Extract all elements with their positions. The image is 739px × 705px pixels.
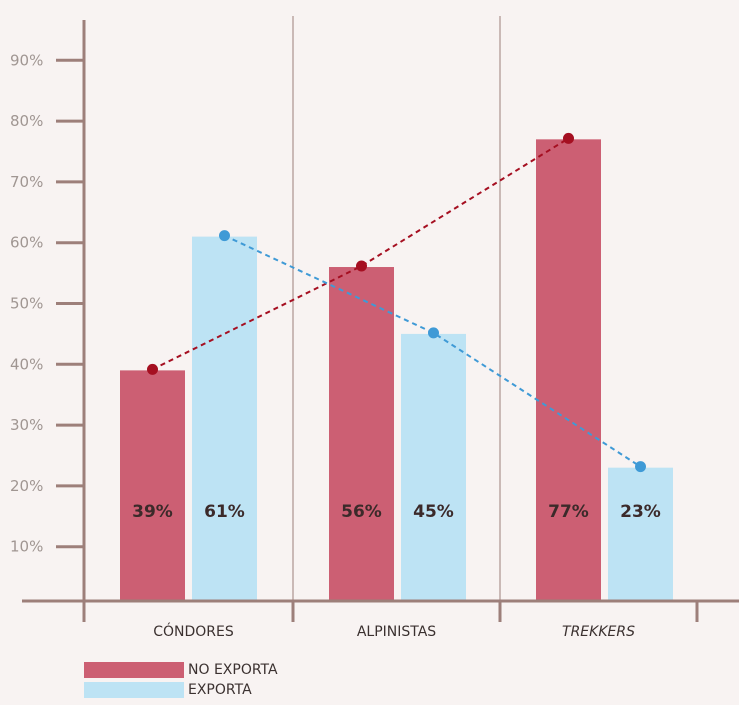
y-tick-label: 10% xyxy=(10,538,43,556)
legend-label-no-exporta: NO EXPORTA xyxy=(188,662,278,678)
legend-swatch-no-exporta xyxy=(84,662,184,678)
y-tick-label: 20% xyxy=(10,477,43,495)
legend-item-no-exporta: NO EXPORTA xyxy=(84,660,278,680)
y-tick-label: 50% xyxy=(10,295,43,313)
trend-point xyxy=(428,327,439,339)
y-tick-label: 30% xyxy=(10,416,43,434)
trend-point xyxy=(356,260,367,272)
bar-exporta xyxy=(192,236,257,601)
legend-swatch-exporta xyxy=(84,682,184,698)
data-label: 23% xyxy=(620,502,661,522)
category-label: CÓNDORES xyxy=(153,622,234,640)
y-tick-label: 40% xyxy=(10,355,43,373)
legend: NO EXPORTA EXPORTA xyxy=(84,660,278,700)
data-label: 39% xyxy=(132,502,173,522)
legend-label-exporta: EXPORTA xyxy=(188,682,252,698)
bar-exporta xyxy=(608,467,673,601)
trend-line-exporta xyxy=(224,234,642,468)
y-tick-label: 60% xyxy=(10,234,43,252)
y-tick-label: 90% xyxy=(10,51,43,69)
legend-item-exporta: EXPORTA xyxy=(84,680,278,700)
data-label: 77% xyxy=(548,502,589,522)
category-label: ALPINISTAS xyxy=(357,624,436,640)
data-label: 61% xyxy=(204,502,245,522)
category-label: TREKKERS xyxy=(562,624,635,640)
y-tick-label: 70% xyxy=(10,173,43,191)
trend-point xyxy=(563,132,574,144)
trend-point xyxy=(219,230,230,242)
bar-no-exporta xyxy=(329,267,394,601)
trend-point xyxy=(635,461,646,473)
y-tick-label: 80% xyxy=(10,112,43,130)
bar-no-exporta xyxy=(120,370,185,601)
data-label: 45% xyxy=(413,502,454,522)
data-label: 56% xyxy=(341,502,382,522)
trend-point xyxy=(147,363,158,375)
bar-exporta xyxy=(401,333,466,601)
bar-no-exporta xyxy=(536,139,601,601)
